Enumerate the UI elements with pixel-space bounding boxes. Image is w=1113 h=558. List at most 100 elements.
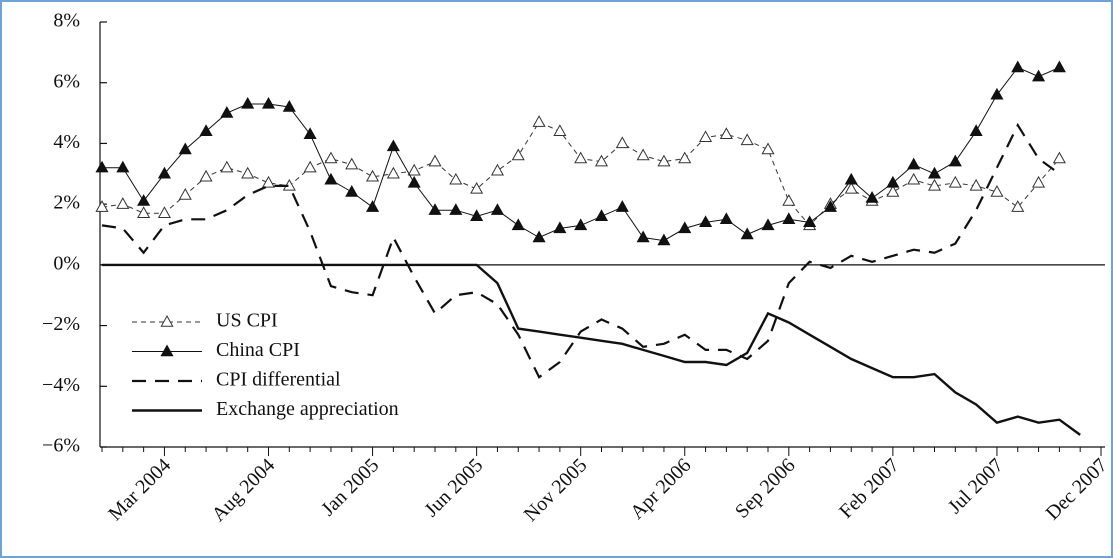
- y-tick-label: −2%: [42, 313, 80, 335]
- point-marker: [657, 233, 671, 246]
- point-marker: [636, 148, 650, 161]
- point-marker: [137, 206, 151, 218]
- y-tick-label: −6%: [42, 435, 80, 457]
- y-tick-label: 0%: [53, 252, 80, 274]
- point-marker: [157, 206, 171, 218]
- point-marker: [345, 184, 359, 197]
- point-marker: [449, 203, 463, 215]
- point-marker: [532, 230, 546, 243]
- point-marker: [511, 218, 525, 231]
- point-marker: [199, 124, 213, 136]
- point-marker: [553, 221, 567, 234]
- point-marker: [699, 130, 713, 143]
- point-marker: [990, 87, 1004, 100]
- point-marker: [823, 200, 837, 212]
- point-marker: [803, 215, 817, 228]
- point-marker: [678, 151, 692, 164]
- point-marker: [1011, 60, 1025, 73]
- point-marker: [303, 127, 317, 140]
- point-marker: [657, 154, 671, 167]
- y-tick-label: 8%: [53, 10, 80, 32]
- point-marker: [1032, 175, 1046, 188]
- y-tick-label: 6%: [53, 70, 80, 92]
- point-marker: [1052, 151, 1066, 164]
- point-marker: [740, 133, 754, 146]
- legend-label: CPI differential: [216, 369, 341, 391]
- series-line: [101, 122, 1061, 379]
- point-marker: [386, 139, 400, 152]
- point-marker: [282, 99, 296, 112]
- point-marker: [1032, 69, 1046, 82]
- y-tick-label: 4%: [53, 131, 80, 153]
- point-marker: [782, 194, 796, 206]
- point-marker: [407, 163, 421, 176]
- point-marker: [178, 188, 192, 200]
- point-marker: [927, 166, 942, 179]
- point-marker: [428, 154, 442, 167]
- point-marker: [886, 184, 900, 197]
- point-marker: [969, 178, 983, 191]
- point-marker: [366, 200, 380, 212]
- point-marker: [761, 218, 775, 231]
- point-marker: [178, 142, 192, 155]
- legend-marker: [160, 314, 174, 327]
- point-marker: [907, 172, 921, 185]
- point-marker: [948, 175, 962, 188]
- point-marker: [157, 166, 171, 179]
- point-marker: [470, 209, 484, 221]
- point-marker: [199, 169, 213, 182]
- point-marker: [261, 96, 276, 109]
- point-marker: [220, 106, 234, 118]
- point-marker: [990, 184, 1004, 197]
- point-marker: [907, 157, 921, 170]
- point-marker: [574, 218, 588, 231]
- point-marker: [719, 127, 733, 140]
- point-marker: [490, 203, 504, 215]
- point-marker: [303, 160, 317, 173]
- point-marker: [615, 200, 629, 212]
- legend-label: Exchange appreciation: [216, 398, 399, 420]
- point-marker: [95, 160, 109, 173]
- point-marker: [1011, 200, 1025, 212]
- point-marker: [241, 96, 255, 109]
- legend-label: China CPI: [216, 339, 300, 361]
- point-marker: [324, 151, 338, 164]
- point-marker: [594, 209, 609, 221]
- point-marker: [95, 200, 109, 212]
- point-marker: [761, 142, 775, 155]
- point-marker: [532, 115, 546, 127]
- point-marker: [969, 124, 983, 136]
- legend-marker: [160, 344, 174, 357]
- point-marker: [1052, 60, 1066, 73]
- point-marker: [574, 151, 588, 164]
- point-marker: [386, 166, 400, 179]
- point-marker: [116, 160, 130, 173]
- point-marker: [241, 166, 255, 179]
- point-marker: [366, 169, 380, 182]
- point-marker: [407, 175, 421, 188]
- point-marker: [740, 227, 754, 240]
- legend-label: US CPI: [216, 310, 278, 332]
- point-marker: [844, 181, 858, 194]
- y-tick-label: −4%: [42, 374, 80, 396]
- point-marker: [865, 191, 879, 203]
- point-marker: [470, 181, 484, 194]
- point-marker: [345, 157, 359, 170]
- point-marker: [220, 160, 234, 173]
- point-marker: [261, 175, 276, 188]
- point-marker: [553, 124, 567, 136]
- point-marker: [449, 172, 463, 185]
- point-marker: [137, 194, 151, 206]
- point-marker: [699, 215, 713, 228]
- point-marker: [490, 163, 504, 176]
- point-marker: [116, 197, 130, 209]
- point-marker: [886, 175, 900, 188]
- point-marker: [782, 212, 796, 225]
- point-marker: [511, 148, 525, 161]
- point-marker: [324, 172, 338, 185]
- point-marker: [428, 203, 442, 215]
- point-marker: [636, 230, 650, 243]
- point-marker: [927, 178, 942, 191]
